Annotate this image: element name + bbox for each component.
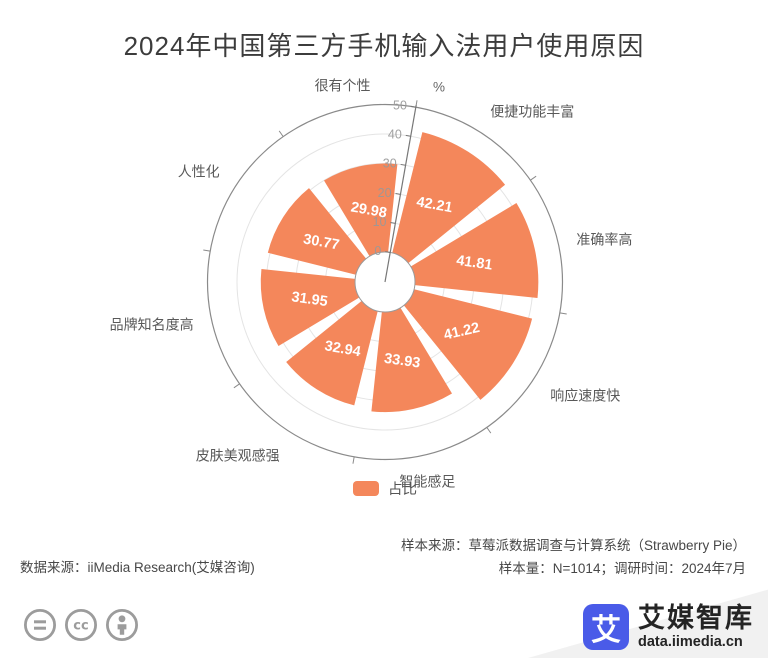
angle-tick [278, 130, 284, 137]
angle-tick [233, 383, 240, 389]
value-label: 29.98 [350, 199, 389, 221]
license-icons: cc [22, 607, 140, 643]
bar-slice[interactable] [267, 188, 367, 275]
angle-tick [203, 249, 211, 252]
bar-slice[interactable] [323, 163, 398, 257]
radial-tick [405, 134, 411, 137]
bar-slice[interactable] [286, 300, 378, 406]
sample-size-text: 样本量：N=1014；调研时间：2024年7月 [498, 561, 746, 576]
legend-label: 占比 [388, 482, 417, 498]
radial-tick [395, 192, 401, 195]
polar-grid-circle [206, 103, 564, 461]
chart-title: 2024年中国第三方手机输入法用户使用原因 [123, 31, 645, 61]
brand-block: 艾 艾媒智库 data.iimedia.cn [583, 604, 754, 650]
value-label: 30.77 [302, 231, 341, 253]
bar-slice[interactable] [392, 132, 506, 264]
person-icon [105, 608, 139, 642]
category-label: 人性化 [178, 164, 220, 180]
data-source-text: 数据来源：iiMedia Research(艾媒咨询) [20, 560, 255, 575]
legend-swatch [353, 481, 379, 496]
category-label: 智能感足 [399, 473, 455, 489]
radial-tick [410, 105, 416, 108]
sample-source-text: 样本来源：草莓派数据调查与计算系统（Strawberry Pie） [400, 538, 746, 553]
bar-slice[interactable] [260, 269, 360, 346]
sample-info-block: 样本来源：草莓派数据调查与计算系统（Strawberry Pie） 样本量：N=… [401, 534, 746, 580]
radial-tick-label: 20 [378, 186, 392, 200]
brand-logo-icon: 艾 [583, 604, 629, 650]
value-label: 41.81 [455, 253, 493, 274]
brand-url: data.iimedia.cn [638, 633, 743, 650]
angle-tick [559, 312, 567, 315]
radial-tick [400, 163, 406, 166]
legend[interactable]: 占比 [353, 478, 417, 499]
radial-axis-unit: % [433, 79, 445, 94]
angle-tick [486, 427, 492, 434]
category-label: 响应速度快 [550, 387, 620, 403]
bar-slice[interactable] [371, 307, 453, 413]
radial-tick-label: 30 [383, 157, 397, 171]
category-label: 便捷功能丰富 [490, 104, 574, 120]
angle-tick [352, 456, 355, 464]
radial-tick [390, 222, 396, 224]
value-label: 42.21 [415, 194, 454, 216]
value-label: 33.93 [383, 351, 421, 372]
radial-tick-label: 10 [373, 215, 387, 229]
value-label: 31.95 [290, 289, 328, 310]
radial-tick-label: 50 [393, 99, 407, 113]
radial-tick-label: 40 [388, 128, 402, 142]
value-label: 41.22 [442, 320, 481, 344]
bar-slice[interactable] [410, 203, 539, 299]
equals-icon [23, 608, 57, 642]
radial-axis-line [384, 105, 417, 283]
category-label: 皮肤美观感强 [196, 447, 280, 463]
category-label: 品牌知名度高 [110, 316, 194, 332]
bar-slice[interactable] [403, 289, 533, 400]
brand-name: 艾媒智库 [638, 602, 754, 633]
cc-icon: cc [64, 608, 98, 642]
category-label: 很有个性 [315, 78, 371, 94]
svg-text:cc: cc [73, 619, 88, 634]
radial-tick [385, 251, 391, 253]
angle-tick [530, 175, 537, 181]
category-label: 准确率高 [576, 232, 632, 248]
radial-tick-label: 0 [374, 244, 381, 258]
value-label: 32.94 [323, 338, 362, 360]
